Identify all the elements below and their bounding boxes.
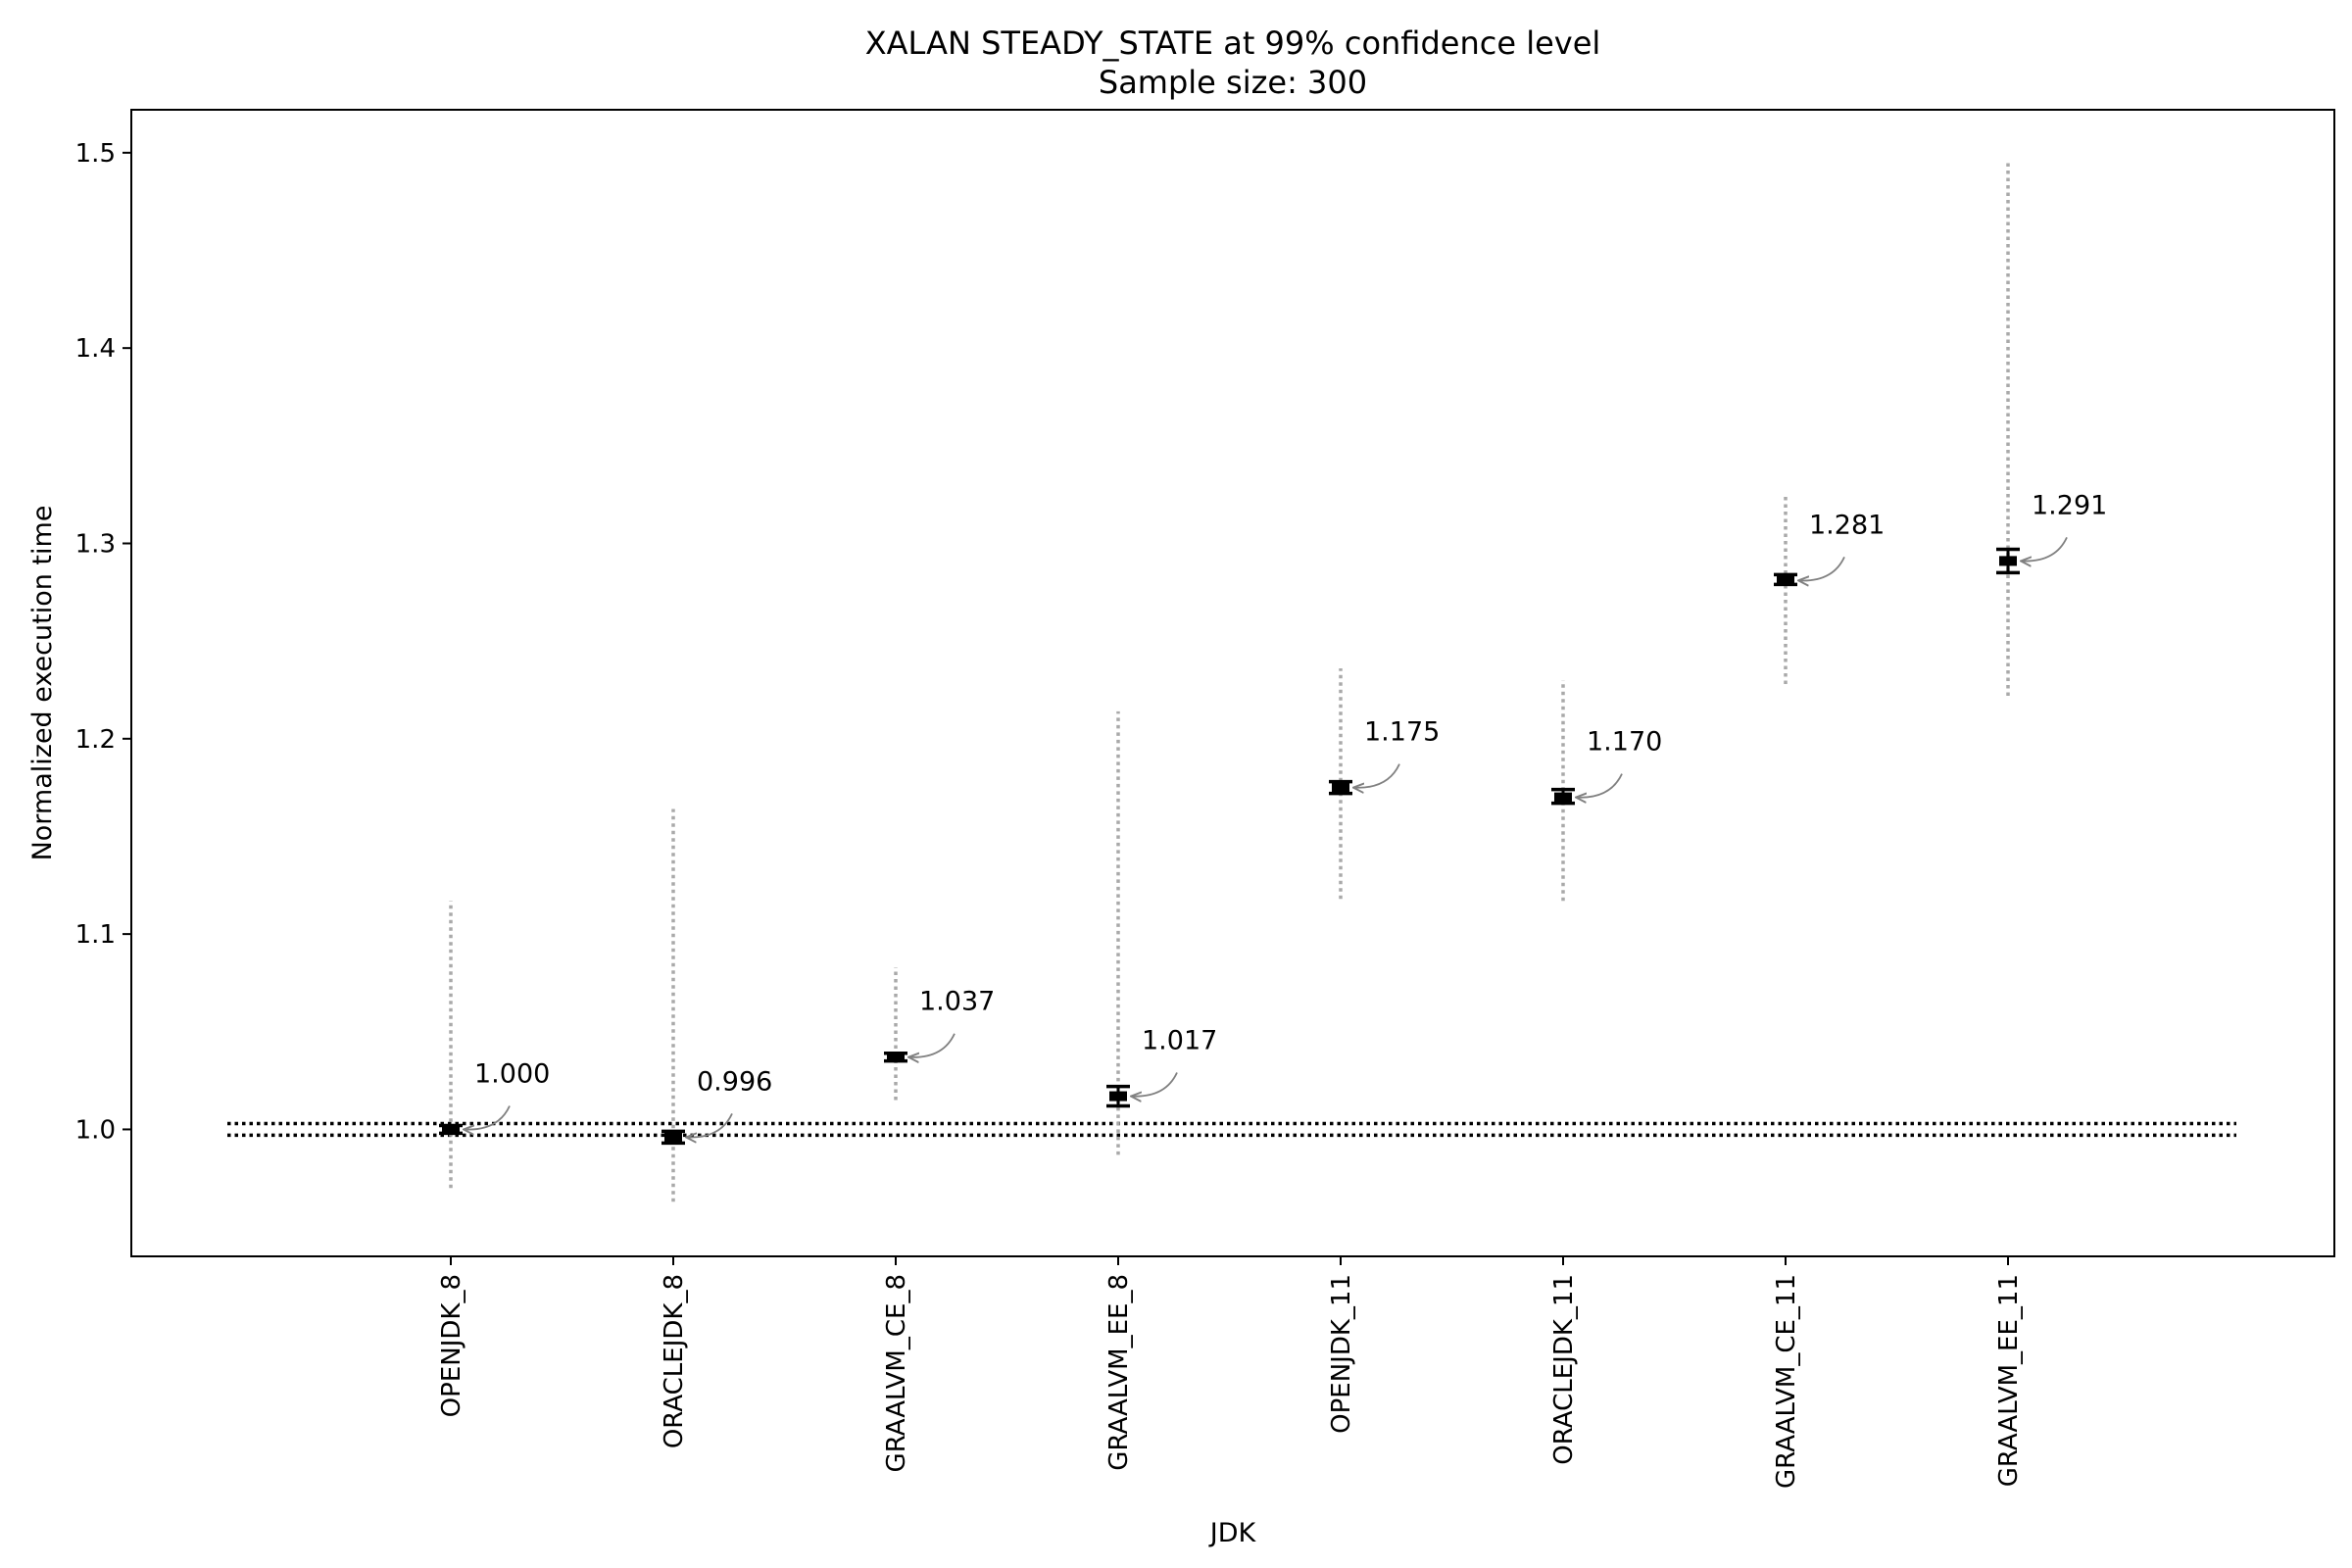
data-point-openjdk-11: 1.175	[1329, 668, 1440, 900]
data-point-oraclejdk-8: 0.996	[662, 808, 772, 1202]
chart-subtitle: Sample size: 300	[1099, 64, 1367, 101]
data-point-oraclejdk-11: 1.170	[1551, 680, 1662, 902]
x-axis-label: JDK	[1208, 1518, 1257, 1548]
y-tick-label: 1.0	[75, 1115, 116, 1145]
annotation-label: 1.017	[1142, 1026, 1217, 1056]
plot-marks: 1.0 1.1 1.2 1.3 1.4 1.5 OPENJDK_8 ORACLEJDK_8 GR…	[75, 139, 2236, 1489]
annotation-arrow	[686, 1113, 733, 1137]
annotation-arrow	[2021, 537, 2068, 561]
annotation-label: 1.291	[2032, 490, 2107, 520]
x-tick-label: ORACLEJDK_11	[1549, 1274, 1579, 1465]
y-axis-label: Normalized execution time	[27, 506, 58, 861]
annotation-label: 1.000	[474, 1058, 550, 1089]
x-tick-label: OPENJDK_8	[437, 1274, 466, 1417]
data-point-graalvm-ce-11: 1.281	[1774, 496, 1885, 684]
plot-frame	[130, 109, 2335, 1257]
data-point-graalvm-ee-8: 1.017	[1106, 710, 1217, 1155]
annotation-arrow	[908, 1033, 956, 1057]
y-tick-label: 1.2	[75, 725, 116, 755]
data-point-graalvm-ee-11: 1.291	[1996, 162, 2107, 696]
annotation-label: 1.170	[1587, 727, 1662, 758]
mean-marker	[1109, 1091, 1127, 1102]
y-tick-label: 1.3	[75, 529, 116, 559]
annotation-arrow	[1353, 763, 1400, 788]
annotation-arrow	[1131, 1072, 1178, 1097]
chart-title: XALAN STEADY_STATE at 99% confidence lev…	[865, 24, 1601, 62]
y-tick-label: 1.5	[75, 139, 116, 169]
y-tick-label: 1.1	[75, 920, 116, 950]
annotation-arrow	[464, 1105, 511, 1129]
annotation-label: 1.281	[1809, 510, 1885, 540]
x-tick-label: GRAALVM_EE_11	[1994, 1274, 2024, 1487]
annotation-arrow	[1576, 773, 1623, 798]
data-point-openjdk-8: 1.000	[439, 901, 550, 1189]
mean-marker	[887, 1052, 905, 1062]
annotation-label: 1.175	[1364, 717, 1440, 748]
annotation-arrow	[1798, 556, 1845, 580]
x-tick-label: GRAALVM_CE_11	[1772, 1274, 1801, 1489]
x-tick-label: OPENJDK_11	[1327, 1274, 1356, 1434]
x-tick-label: ORACLEJDK_8	[660, 1274, 689, 1448]
mean-marker	[1777, 575, 1794, 586]
data-point-graalvm-ce-8: 1.037	[884, 967, 995, 1101]
x-tick-label: GRAALVM_EE_8	[1104, 1274, 1134, 1471]
mean-marker	[664, 1132, 682, 1143]
annotation-label: 0.996	[697, 1066, 772, 1097]
mean-marker	[442, 1124, 460, 1135]
mean-marker	[1999, 556, 2017, 566]
annotation-label: 1.037	[919, 987, 995, 1017]
mean-marker	[1554, 792, 1572, 803]
x-tick-label: GRAALVM_CE_8	[882, 1274, 911, 1472]
mean-marker	[1332, 782, 1349, 793]
y-tick-label: 1.4	[75, 334, 116, 364]
